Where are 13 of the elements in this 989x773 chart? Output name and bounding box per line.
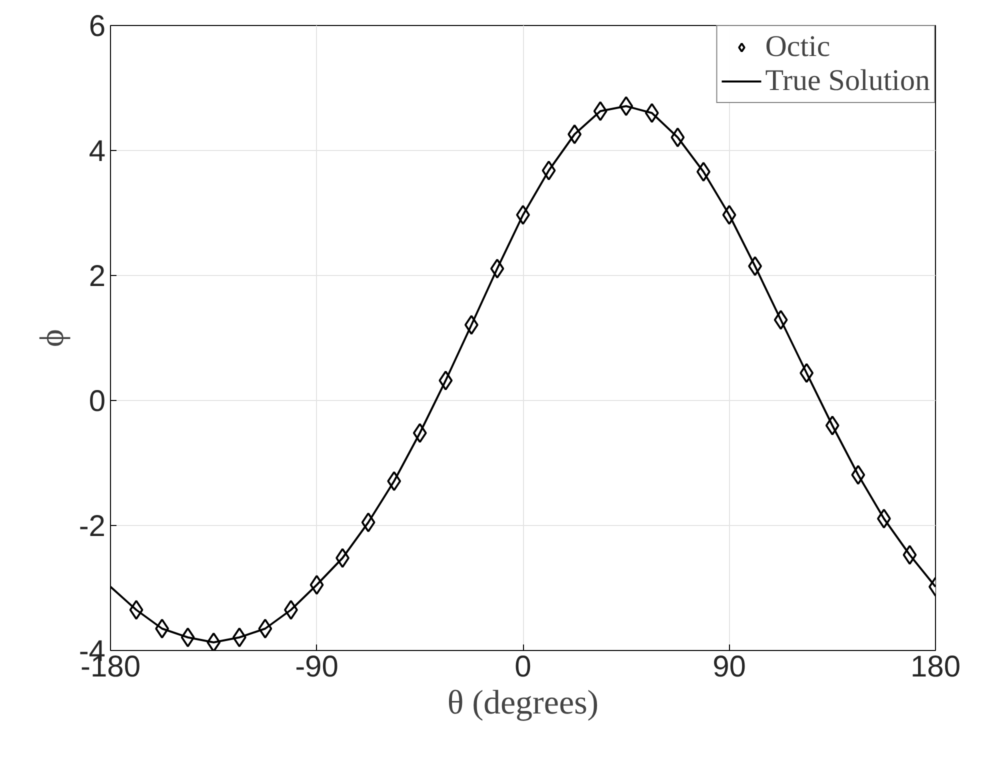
legend-label: True Solution [765, 64, 930, 98]
x-tick-label: 180 [910, 650, 961, 684]
y-tick-label: -2 [78, 510, 106, 543]
y-tick-label: 0 [88, 385, 106, 418]
y-tick-label: 2 [88, 260, 106, 293]
x-axis-title: θ (degrees) [447, 684, 599, 722]
y-axis-title: ϕ [34, 329, 71, 347]
legend-label: Octic [765, 30, 830, 64]
y-tick-label: 4 [88, 135, 106, 168]
x-tick-label: 90 [712, 650, 746, 684]
y-tick-label: 6 [88, 10, 106, 43]
x-tick-label: 0 [514, 650, 532, 684]
x-tick-label: -90 [295, 650, 338, 684]
